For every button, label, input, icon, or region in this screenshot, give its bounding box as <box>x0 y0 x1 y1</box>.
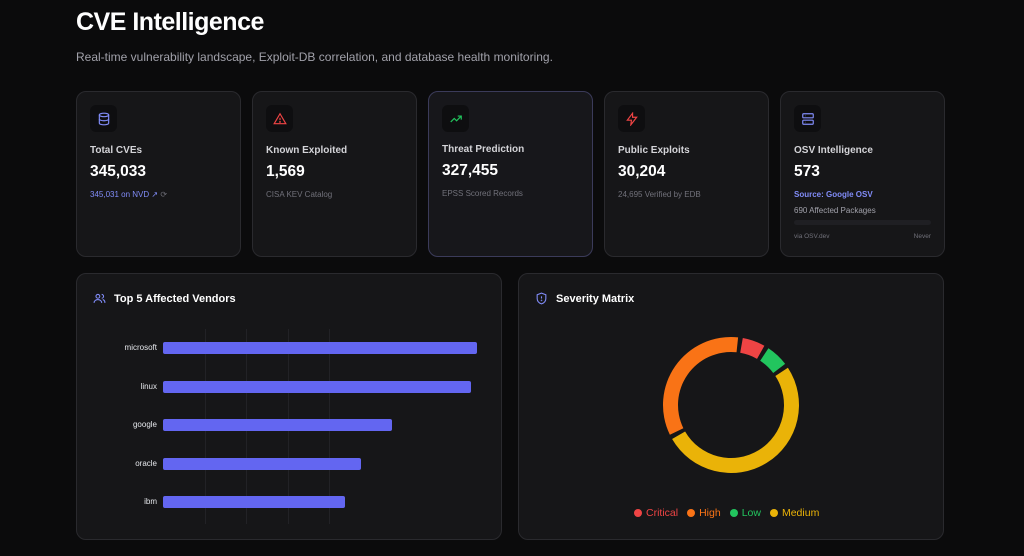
card-value: 345,033 <box>90 163 147 180</box>
vendors-panel: Top 5 Affected Vendors microsoft linux goo… <box>76 273 502 540</box>
vendor-bar[interactable] <box>163 419 393 431</box>
donut-slice-high[interactable] <box>663 337 739 435</box>
card-label: Public Exploits <box>618 145 690 156</box>
legend-label: Medium <box>781 507 820 519</box>
vendor-label: google <box>132 420 157 429</box>
card-value: 1,569 <box>266 163 305 180</box>
database-icon <box>90 105 117 132</box>
card-value: 327,455 <box>442 162 499 179</box>
card-source-link[interactable]: Source: Google OSV <box>794 190 873 199</box>
card-sub-text: EPSS Scored Records <box>442 189 523 198</box>
card-label: Known Exploited <box>266 145 348 156</box>
legend-item[interactable]: Medium <box>769 507 820 519</box>
vendor-bar[interactable] <box>163 496 346 508</box>
severity-legend: Critical High Low Medium <box>634 507 819 519</box>
alert-triangle-icon <box>266 105 293 132</box>
vendor-label: linux <box>140 381 157 391</box>
zap-icon <box>618 105 645 132</box>
stat-card-public-exploits[interactable]: Public Exploits 30,204 24,695 Verified b… <box>604 91 769 257</box>
page-title: CVE Intelligence <box>76 8 264 36</box>
legend-dot <box>687 509 696 517</box>
panel-title: Top 5 Affected Vendors <box>114 293 236 305</box>
users-icon <box>93 292 106 310</box>
severity-panel: Severity Matrix Critical High Low Medium <box>518 273 944 540</box>
stat-card-total-cves[interactable]: Total CVEs 345,033 345,031 on NVD ↗ ⟳ <box>76 91 241 257</box>
vendor-label: oracle <box>135 458 157 468</box>
shield-icon <box>535 292 548 310</box>
legend-dot <box>769 509 778 517</box>
legend-dot <box>634 509 642 517</box>
osv-footer: via OSV.dev Never <box>794 233 931 240</box>
legend-dot <box>729 509 738 517</box>
vendor-label: ibm <box>144 497 157 506</box>
card-sub-text: 24,695 Verified by EDB <box>618 190 701 199</box>
severity-donut-chart <box>663 337 800 474</box>
card-label: Threat Prediction <box>442 144 525 155</box>
trending-up-icon <box>442 105 469 132</box>
stat-card-threat-prediction[interactable]: Threat Prediction 327,455 EPSS Scored Re… <box>428 91 593 257</box>
refresh-icon[interactable]: ⟳ <box>160 190 168 199</box>
card-sub-text: 690 Affected Packages <box>794 206 876 215</box>
legend-label: High <box>699 507 721 519</box>
osv-last-sync-text: Never <box>913 233 931 240</box>
vendor-bar[interactable] <box>163 380 471 393</box>
card-label: OSV Intelligence <box>794 145 873 156</box>
vendor-label: microsoft <box>124 343 157 352</box>
stat-card-osv-intelligence[interactable]: OSV Intelligence 573 Source: Google OSV … <box>780 91 945 257</box>
vendor-bar[interactable] <box>163 457 361 470</box>
donut-slice-low[interactable] <box>760 348 786 373</box>
legend-label: Critical <box>646 507 679 519</box>
vendor-bar[interactable] <box>163 342 477 354</box>
card-sub-link[interactable]: 345,031 on NVD ↗ ⟳ <box>90 190 167 199</box>
card-sub-text: 345,031 on NVD ↗ <box>90 190 159 199</box>
card-sub-text: CISA KEV Catalog <box>266 190 333 199</box>
osv-progress-track <box>794 220 931 225</box>
page-subtitle: Real-time vulnerability landscape, Explo… <box>76 50 553 64</box>
card-label: Total CVEs <box>90 145 143 156</box>
legend-item[interactable]: Critical <box>634 507 678 519</box>
legend-item[interactable]: Low <box>729 507 761 519</box>
legend-label: Low <box>741 507 761 519</box>
legend-item[interactable]: High <box>687 507 721 519</box>
card-value: 573 <box>794 163 820 180</box>
panel-title: Severity Matrix <box>556 293 635 305</box>
server-icon <box>794 105 821 132</box>
donut-slice-medium[interactable] <box>672 367 800 474</box>
card-value: 30,204 <box>618 163 666 180</box>
donut-slice-critical[interactable] <box>740 338 765 359</box>
stat-card-known-exploited[interactable]: Known Exploited 1,569 CISA KEV Catalog <box>252 91 417 257</box>
osv-source-text: via OSV.dev <box>794 233 830 240</box>
